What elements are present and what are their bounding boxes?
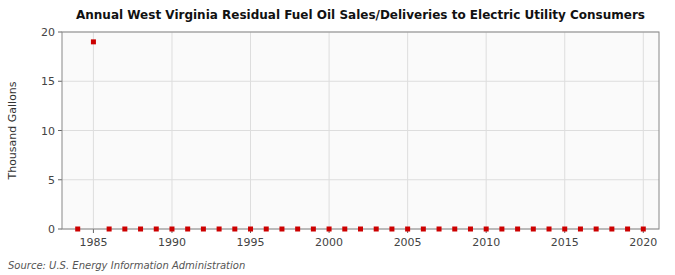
chart: 0 5 10 15 20 1985 1990 1995 2000 2005 2010 2015 2020…	[0, 0, 675, 275]
tick-label: 15	[41, 75, 55, 88]
point	[421, 227, 426, 232]
tick	[58, 229, 62, 230]
point	[122, 227, 127, 232]
source-note: Source: U.S. Energy Information Administ…	[8, 260, 245, 271]
grid-line	[407, 32, 408, 229]
grid-line	[62, 81, 659, 82]
point	[327, 227, 332, 232]
point	[169, 227, 174, 232]
point	[499, 227, 504, 232]
grid-line	[564, 32, 565, 229]
point	[437, 227, 442, 232]
tick	[93, 229, 94, 233]
grid-line	[250, 32, 251, 229]
point	[484, 227, 489, 232]
point	[217, 227, 222, 232]
grid-line	[486, 32, 487, 229]
point	[279, 227, 284, 232]
tick-label: 10	[41, 125, 55, 138]
tick-label: 1985	[79, 236, 107, 249]
point	[232, 227, 237, 232]
points	[75, 39, 646, 231]
point	[389, 227, 394, 232]
tick-label: 2005	[394, 236, 422, 249]
point	[594, 227, 599, 232]
point	[138, 227, 143, 232]
point	[468, 227, 473, 232]
point	[405, 227, 410, 232]
point	[201, 227, 206, 232]
point	[531, 227, 536, 232]
tick	[58, 179, 62, 180]
tick-label: 2000	[315, 236, 343, 249]
plot-area	[62, 32, 659, 229]
title: Annual West Virginia Residual Fuel Oil S…	[76, 8, 645, 22]
y-axis-label: Thousand Gallons	[6, 81, 19, 180]
point	[625, 227, 630, 232]
frame	[62, 32, 659, 229]
point	[185, 227, 190, 232]
point	[107, 227, 112, 232]
point	[374, 227, 379, 232]
point	[452, 227, 457, 232]
point	[562, 227, 567, 232]
point	[311, 227, 316, 232]
point	[342, 227, 347, 232]
point	[295, 227, 300, 232]
axes: 0 5 10 15 20 1985 1990 1995 2000 2005 2010 2015 2020	[41, 26, 659, 249]
tick-label: 5	[48, 174, 55, 187]
tick-label: 2015	[551, 236, 579, 249]
point	[91, 39, 96, 44]
tick-label: 2020	[629, 236, 657, 249]
tick	[58, 130, 62, 131]
point	[578, 227, 583, 232]
point	[641, 227, 646, 232]
grid-line	[171, 32, 172, 229]
point	[358, 227, 363, 232]
grid-line	[643, 32, 644, 229]
grid-line	[93, 32, 94, 229]
point	[515, 227, 520, 232]
tick-label: 1995	[237, 236, 265, 249]
tick	[58, 32, 62, 33]
point	[547, 227, 552, 232]
point	[264, 227, 269, 232]
grid-line	[62, 179, 659, 180]
tick-label: 1990	[158, 236, 186, 249]
grid	[62, 32, 659, 229]
tick	[58, 81, 62, 82]
tick-label: 2010	[472, 236, 500, 249]
point	[75, 227, 80, 232]
point	[609, 227, 614, 232]
grid-line	[329, 32, 330, 229]
point	[248, 227, 253, 232]
tick-label: 20	[41, 26, 55, 39]
grid-line	[62, 130, 659, 131]
point	[154, 227, 159, 232]
tick-label: 0	[48, 223, 55, 236]
